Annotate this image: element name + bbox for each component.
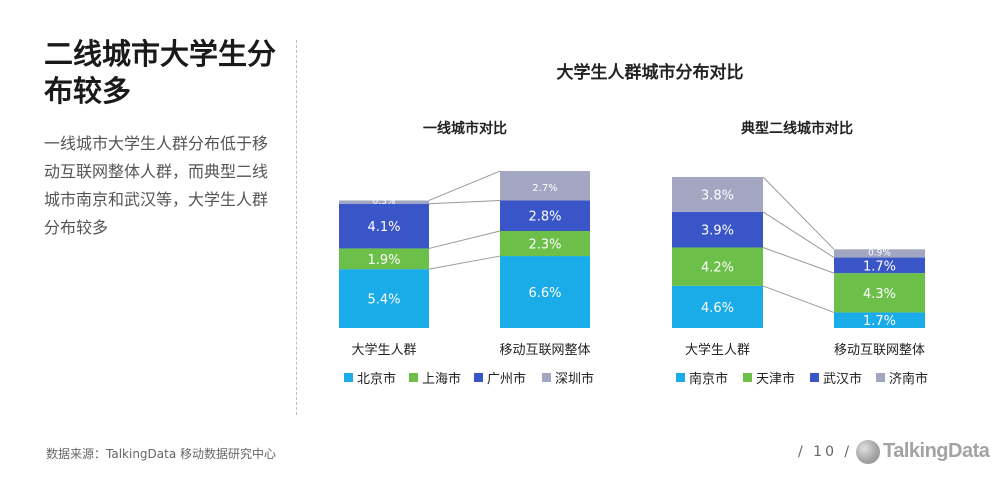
data-label: 4.1%	[367, 220, 400, 235]
legend-swatch	[474, 373, 483, 382]
connector-line	[428, 230, 501, 249]
chart-title: 典型二线城市对比	[741, 120, 853, 137]
data-label: 6.6%	[528, 286, 561, 301]
data-label: 4.6%	[701, 301, 734, 316]
connector-line	[762, 176, 835, 250]
bar-segment	[339, 269, 429, 328]
slide-title: 二线城市大学生分布较多	[44, 37, 277, 108]
bar-segment	[672, 285, 763, 328]
data-label: 0.3%	[373, 197, 396, 207]
legend-label: 广州市	[487, 371, 526, 387]
legend-swatch	[344, 373, 353, 382]
chart-1: 一线城市对比 5.4% 1.9% 4.1% 0.3% 大学生人群 6.6% 2.3% 2.8% 2…	[339, 120, 594, 387]
connector-line	[762, 211, 835, 258]
connector-line	[428, 170, 501, 201]
legend-label: 深圳市	[555, 371, 594, 387]
connector-line	[762, 247, 835, 274]
legend-swatch	[876, 373, 885, 382]
legend-swatch	[542, 373, 551, 382]
data-label: 0.9%	[868, 248, 891, 258]
chart-main-title: 大学生人群城市分布对比	[556, 63, 744, 83]
data-label: 2.8%	[528, 210, 561, 225]
category-label: 大学生人群	[351, 342, 416, 358]
bar-segment	[834, 257, 925, 274]
page-number: / 10 /	[798, 444, 853, 460]
data-label: 3.8%	[701, 188, 734, 203]
bar-segment	[672, 247, 763, 286]
chart-title: 一线城市对比	[423, 120, 507, 137]
data-label: 3.9%	[701, 224, 734, 239]
legend-label: 北京市	[357, 371, 396, 387]
data-label: 4.2%	[701, 261, 734, 276]
legend-label: 南京市	[689, 371, 728, 387]
legend-label: 天津市	[756, 371, 795, 387]
bar-segment	[834, 249, 925, 258]
logo-ball-icon	[856, 440, 880, 464]
bar-segment	[339, 203, 429, 249]
data-label: 4.3%	[863, 287, 896, 302]
bar-segment	[834, 273, 925, 313]
talkingdata-logo: TalkingData	[856, 438, 990, 468]
data-label: 5.4%	[367, 293, 400, 308]
data-label: 2.3%	[528, 238, 561, 253]
bar-segment	[834, 312, 925, 328]
connector-line	[428, 255, 501, 270]
bar-segment	[500, 230, 590, 257]
legend-label: 上海市	[422, 371, 461, 387]
chart-2: 典型二线城市对比 4.6% 4.2% 3.9% 3.8% 大学生人群 1.7% 4.3% 1.7…	[672, 120, 928, 387]
bar-segment	[500, 200, 590, 231]
legend-label: 济南市	[889, 371, 928, 387]
bar-segment	[500, 256, 590, 328]
logo-wordmark: TalkingData	[883, 440, 990, 462]
category-label: 移动互联网整体	[499, 343, 590, 358]
bar-segment	[672, 211, 763, 248]
legend-swatch	[676, 373, 685, 382]
legend-swatch	[409, 373, 418, 382]
vertical-divider	[296, 40, 297, 415]
slide-body-text: 一线城市大学生人群分布低于移动互联网整体人群，而典型二线城市南京和武汉等，大学生…	[44, 134, 269, 237]
data-label: 1.7%	[863, 259, 896, 274]
legend-label: 武汉市	[823, 371, 862, 387]
category-label: 移动互联网整体	[834, 343, 925, 358]
bar-segment	[672, 177, 763, 212]
connector-line	[762, 285, 835, 313]
data-label: 1.9%	[367, 253, 400, 268]
bar-segment	[500, 171, 590, 201]
bar-segment	[339, 200, 429, 204]
legend-swatch	[810, 373, 819, 382]
connector-line	[428, 199, 501, 205]
legend-swatch	[743, 373, 752, 382]
bar-segment	[339, 248, 429, 270]
data-label: 2.7%	[532, 183, 557, 194]
source-note: 数据来源：TalkingData 移动数据研究中心	[46, 447, 277, 461]
category-label: 大学生人群	[685, 342, 750, 358]
data-label: 1.7%	[863, 314, 896, 329]
